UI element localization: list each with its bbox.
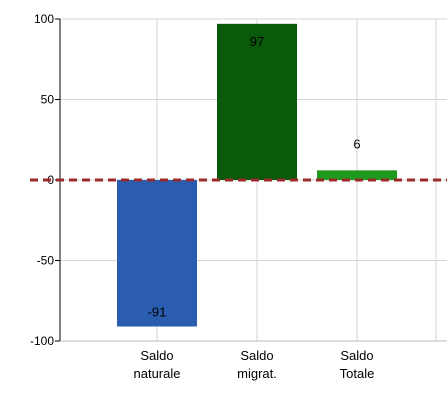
bar-value-label: 6 — [353, 136, 360, 151]
x-category-label: Saldo Totale — [340, 348, 375, 381]
y-tick-label: -100 — [30, 334, 54, 348]
y-tick-label: 50 — [41, 93, 55, 107]
y-tick-label: -50 — [37, 254, 55, 268]
y-tick-label: 100 — [34, 12, 54, 26]
bar — [117, 180, 197, 327]
bar-value-label: -91 — [148, 305, 167, 320]
data-labels: -91 97 6 — [148, 34, 361, 320]
bar — [317, 170, 397, 180]
x-category-label: Saldo naturale — [134, 348, 181, 381]
bars — [117, 23, 397, 327]
bar — [217, 23, 297, 180]
x-category-label: Saldo migrat. — [237, 348, 277, 381]
bar-value-label: 97 — [250, 34, 264, 49]
x-axis-labels: Saldo naturale Saldo migrat. Saldo Totale — [134, 348, 375, 381]
